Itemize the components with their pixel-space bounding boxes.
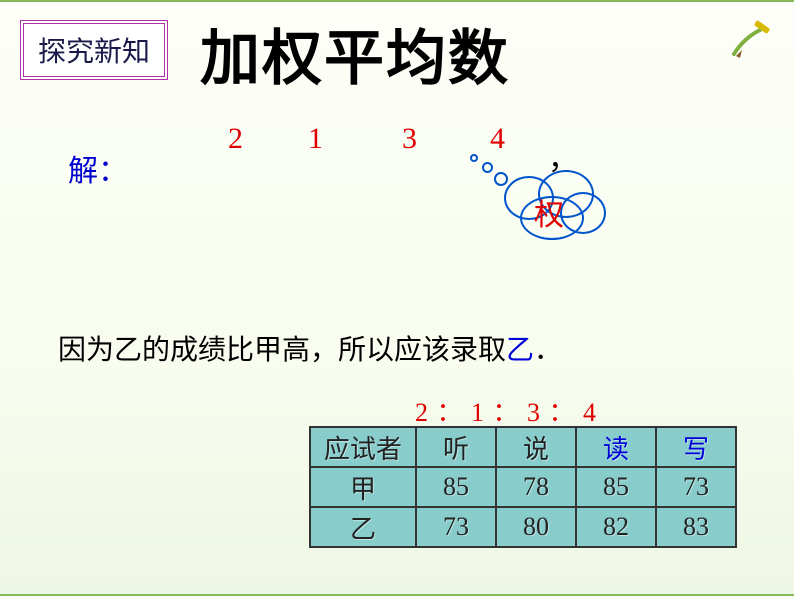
table-row: 甲 85 78 85 73 <box>310 467 736 507</box>
solve-label: 解： <box>68 146 128 190</box>
page-title: 加权平均数 <box>200 10 510 97</box>
cloud-label: 权 <box>534 190 564 234</box>
th-read: 读 <box>576 427 656 467</box>
cell-0-3: 73 <box>656 467 736 507</box>
table-header-row: 应试者 听 说 读 写 <box>310 427 736 467</box>
cell-name-0: 甲 <box>310 467 416 507</box>
conclusion-prefix: 因为乙的成绩比甲高，所以应该录取 <box>58 335 506 366</box>
pencil-icon <box>730 20 776 62</box>
table-row: 乙 73 80 82 83 <box>310 507 736 547</box>
conclusion-highlight: 乙 <box>506 335 534 366</box>
cloud-callout: 权 <box>498 170 628 250</box>
th-candidate: 应试者 <box>310 427 416 467</box>
weight-top-2: 1 <box>308 122 323 156</box>
cloud-dot-3 <box>494 172 508 186</box>
conclusion-suffix: ． <box>534 335 562 366</box>
cell-name-1: 乙 <box>310 507 416 547</box>
cell-0-2: 85 <box>576 467 656 507</box>
weight-top-4: 4 <box>490 122 505 156</box>
weight-top-3: 3 <box>402 122 417 156</box>
th-listen: 听 <box>416 427 496 467</box>
cloud-dot-2 <box>482 162 493 173</box>
badge-text: 探究新知 <box>38 37 150 68</box>
cell-1-1: 80 <box>496 507 576 547</box>
cell-1-3: 83 <box>656 507 736 547</box>
th-speak: 说 <box>496 427 576 467</box>
conclusion-text: 因为乙的成绩比甲高，所以应该录取乙． <box>58 328 562 368</box>
cell-1-2: 82 <box>576 507 656 547</box>
score-table: 应试者 听 说 读 写 甲 85 78 85 73 乙 73 80 82 83 <box>309 426 737 548</box>
section-badge: 探究新知 <box>20 20 168 80</box>
cell-0-0: 85 <box>416 467 496 507</box>
th-write: 写 <box>656 427 736 467</box>
ratio-row: 2 ： 1 ： 3 ： 4 <box>415 392 597 429</box>
cloud-lobe-4 <box>560 192 606 234</box>
cell-1-0: 73 <box>416 507 496 547</box>
cloud-dot-1 <box>470 154 478 162</box>
cell-0-1: 78 <box>496 467 576 507</box>
weight-top-1: 2 <box>228 122 243 156</box>
